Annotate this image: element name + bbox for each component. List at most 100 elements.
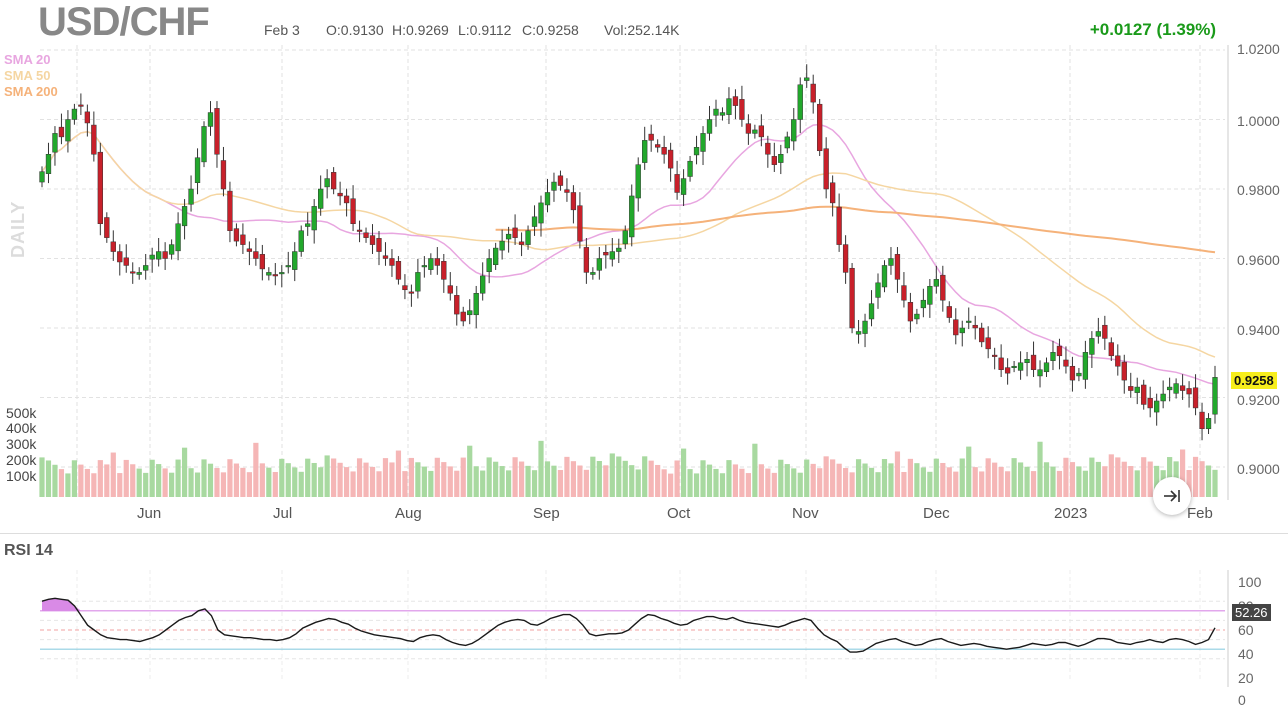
volume-bar (1134, 470, 1140, 497)
candle-body (499, 240, 505, 251)
candle-body (868, 303, 875, 320)
volume-bar (58, 469, 65, 497)
candle-body (1179, 385, 1186, 391)
candle-body (992, 354, 998, 357)
candle-body (104, 217, 110, 238)
volume-bar (706, 464, 713, 497)
candle-body (58, 126, 65, 138)
candle-body (505, 233, 512, 240)
candle-body (91, 124, 97, 155)
volume-bar (512, 457, 518, 497)
candle-body (810, 83, 816, 103)
legend-sma200[interactable]: SMA 200 (4, 84, 58, 99)
volume-bar (240, 467, 246, 497)
volume-bar (830, 459, 836, 497)
candle-body (259, 254, 265, 270)
volume-bar (1050, 466, 1056, 497)
candle-body (337, 192, 343, 197)
candle-body (52, 133, 58, 153)
candle-body (1108, 342, 1114, 357)
candle-body (538, 202, 544, 224)
volume-bar (687, 469, 693, 497)
volume-bar (577, 465, 583, 497)
candle-body (130, 271, 136, 274)
volume-bar (499, 466, 505, 497)
ohlc-low: L:0.9112 (458, 22, 512, 38)
candle-body (376, 238, 382, 252)
legend-sma20[interactable]: SMA 20 (4, 52, 51, 67)
volume-bar (1108, 454, 1114, 497)
candle-body (175, 223, 181, 252)
volume-bar (486, 457, 492, 497)
pane-separator[interactable] (0, 533, 1288, 534)
volume-bar (382, 458, 389, 497)
candle-body (1082, 352, 1089, 380)
volume-bar (305, 458, 311, 497)
volume-bar (713, 468, 719, 497)
volume-bar (583, 469, 589, 497)
volume-axis-label: 200k (6, 452, 37, 468)
candle-body (842, 244, 849, 273)
candle-body (473, 293, 479, 316)
candle-body (1115, 355, 1121, 367)
candle-body (616, 247, 622, 252)
volume-bar (220, 472, 227, 497)
rsi-axis-label: 40 (1238, 646, 1254, 662)
volume-bar (732, 464, 739, 497)
volume-bar (201, 459, 207, 497)
candle-body (1173, 383, 1179, 394)
candle-body (577, 205, 583, 242)
candle-body (875, 282, 881, 298)
candle-body (791, 119, 797, 142)
volume-bar (979, 471, 985, 497)
candle-body (492, 247, 499, 266)
legend-sma50[interactable]: SMA 50 (4, 68, 51, 83)
candle-body (246, 248, 253, 252)
volume-bar (337, 462, 343, 497)
candle-body (817, 103, 823, 152)
rsi-axis-label: 20 (1238, 670, 1254, 686)
candle-body (156, 251, 162, 260)
candle-body (369, 235, 376, 245)
volume-bar (726, 460, 732, 497)
candle-body (1069, 365, 1076, 381)
candle-body (194, 157, 201, 183)
candle-body (298, 230, 304, 252)
candle-body (1056, 345, 1063, 357)
volume-bar (356, 458, 363, 497)
candle-body (927, 286, 933, 305)
candle-body (687, 160, 693, 177)
candle-body (629, 195, 635, 238)
candle-body (531, 216, 538, 227)
month-label: 2023 (1054, 505, 1088, 522)
candle-body (609, 251, 615, 260)
scroll-to-latest-button[interactable] (1153, 477, 1191, 515)
volume-bar (311, 462, 317, 497)
candle-body (460, 311, 466, 322)
volume-bar (570, 461, 577, 497)
candle-body (356, 229, 363, 232)
price-axis-label: 1.0200 (1237, 41, 1280, 57)
candle-body (1024, 359, 1030, 363)
volume-bar (843, 468, 849, 497)
candle-body (39, 171, 45, 183)
volume-bar (616, 456, 622, 497)
volume-bar (169, 472, 175, 497)
candle-body (1192, 387, 1199, 409)
volume-bar (804, 459, 810, 497)
candle-body (65, 119, 71, 142)
volume-bar (104, 464, 110, 497)
sma200-line (495, 205, 1216, 254)
last-price-badge: 0.9258 (1231, 372, 1277, 389)
price-chart[interactable] (0, 0, 1288, 687)
candle-body (162, 251, 168, 259)
volume-bar (810, 463, 816, 497)
candle-body (188, 188, 194, 205)
volume-bar (175, 459, 181, 497)
volume-bar (1024, 466, 1030, 497)
volume-bar (110, 452, 116, 497)
volume-bar (655, 464, 661, 497)
volume-bar (272, 471, 278, 497)
volume-bar (1030, 471, 1037, 497)
volume-bar (1056, 470, 1063, 497)
